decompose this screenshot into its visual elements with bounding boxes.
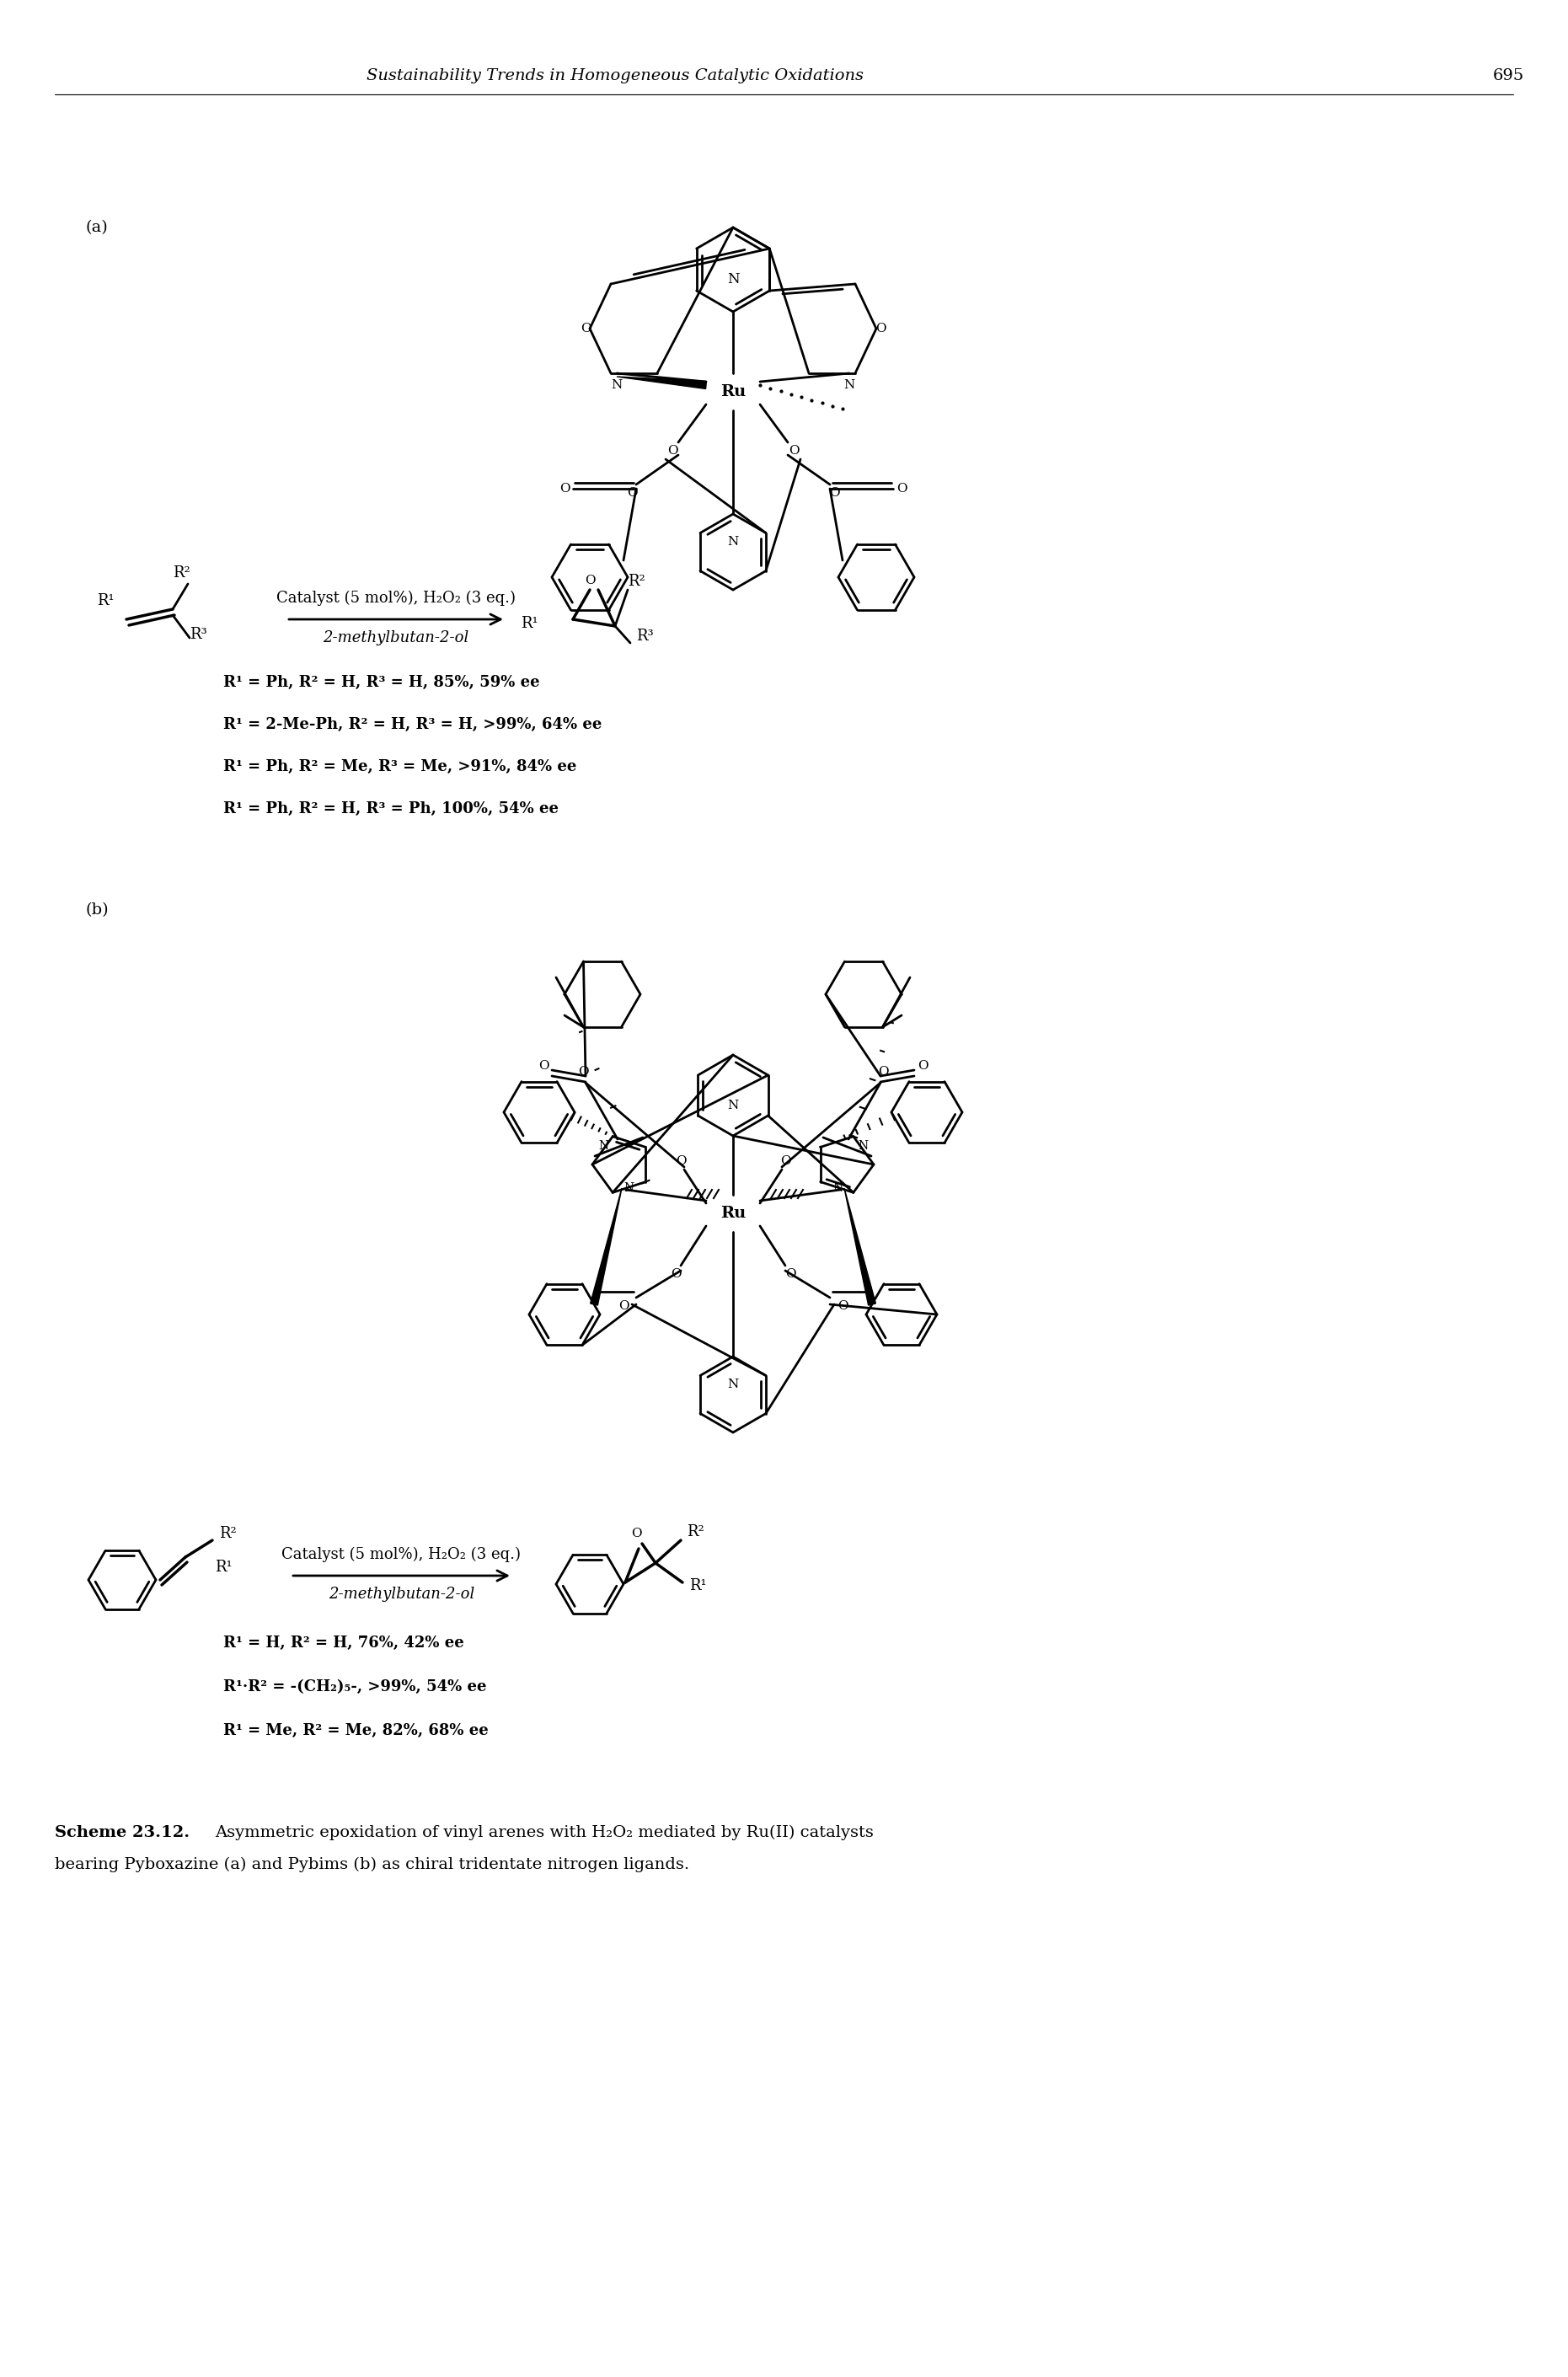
Text: R²: R² — [172, 566, 190, 580]
Text: R²: R² — [220, 1526, 237, 1540]
Text: R¹: R¹ — [215, 1559, 232, 1576]
Text: O: O — [878, 1065, 889, 1077]
Text: 2-methylbutan-2-ol: 2-methylbutan-2-ol — [323, 630, 469, 647]
Text: (a): (a) — [86, 221, 108, 235]
Text: O: O — [779, 1155, 790, 1167]
Text: O: O — [789, 444, 800, 456]
Text: Catalyst (5 mol%), H₂O₂ (3 eq.): Catalyst (5 mol%), H₂O₂ (3 eq.) — [276, 589, 516, 606]
Text: R¹ = 2-Me-Ph, R² = H, R³ = H, >99%, 64% ee: R¹ = 2-Me-Ph, R² = H, R³ = H, >99%, 64% … — [223, 718, 602, 732]
Text: O: O — [917, 1060, 928, 1072]
Text: N: N — [833, 1181, 842, 1193]
Text: Ru: Ru — [720, 385, 746, 399]
Polygon shape — [844, 1188, 877, 1305]
Text: N: N — [597, 1141, 608, 1153]
Text: O: O — [577, 1065, 588, 1077]
Text: N: N — [858, 1141, 867, 1153]
Text: N: N — [728, 273, 739, 288]
Text: O: O — [580, 323, 591, 335]
Text: R²: R² — [627, 573, 644, 589]
Text: R¹ = Ph, R² = H, R³ = Ph, 100%, 54% ee: R¹ = Ph, R² = H, R³ = Ph, 100%, 54% ee — [223, 801, 558, 815]
Text: R¹: R¹ — [97, 594, 114, 609]
Polygon shape — [590, 1188, 622, 1305]
Text: Ru: Ru — [720, 1205, 746, 1222]
Text: R¹: R¹ — [688, 1578, 706, 1593]
Text: O: O — [538, 1060, 549, 1072]
Text: bearing Pyboxazine (a) and Pybims (b) as chiral tridentate nitrogen ligands.: bearing Pyboxazine (a) and Pybims (b) as… — [55, 1856, 690, 1873]
Text: O: O — [676, 1155, 687, 1167]
Text: (b): (b) — [85, 903, 108, 918]
Text: R¹ = Me, R² = Me, 82%, 68% ee: R¹ = Me, R² = Me, 82%, 68% ee — [223, 1723, 489, 1738]
Text: R¹·R² = -(CH₂)₅-, >99%, 54% ee: R¹·R² = -(CH₂)₅-, >99%, 54% ee — [223, 1678, 486, 1695]
Text: R³: R³ — [637, 628, 654, 644]
Text: N: N — [844, 380, 855, 390]
Polygon shape — [616, 376, 707, 390]
Text: Sustainability Trends in Homogeneous Catalytic Oxidations: Sustainability Trends in Homogeneous Cat… — [367, 69, 864, 83]
Text: Asymmetric epoxidation of vinyl arenes with H₂O₂ mediated by Ru(II) catalysts: Asymmetric epoxidation of vinyl arenes w… — [215, 1826, 873, 1840]
Text: R¹ = H, R² = H, 76%, 42% ee: R¹ = H, R² = H, 76%, 42% ee — [223, 1635, 464, 1650]
Text: N: N — [612, 380, 622, 390]
Text: Scheme 23.12.: Scheme 23.12. — [55, 1826, 190, 1840]
Text: 695: 695 — [1493, 69, 1524, 83]
Text: R¹ = Ph, R² = H, R³ = H, 85%, 59% ee: R¹ = Ph, R² = H, R³ = H, 85%, 59% ee — [223, 675, 539, 689]
Text: R¹: R¹ — [521, 616, 538, 632]
Text: N: N — [728, 1379, 739, 1391]
Text: O: O — [671, 1267, 681, 1279]
Text: N: N — [624, 1181, 633, 1193]
Text: N: N — [728, 535, 739, 547]
Text: O: O — [627, 487, 637, 499]
Text: O: O — [585, 575, 596, 587]
Text: O: O — [786, 1267, 795, 1279]
Text: O: O — [666, 444, 677, 456]
Text: R³: R³ — [190, 628, 207, 642]
Text: O: O — [618, 1300, 629, 1312]
Text: O: O — [560, 483, 569, 494]
Text: 2-methylbutan-2-ol: 2-methylbutan-2-ol — [328, 1585, 475, 1602]
Text: R¹ = Ph, R² = Me, R³ = Me, >91%, 84% ee: R¹ = Ph, R² = Me, R³ = Me, >91%, 84% ee — [223, 758, 577, 775]
Text: N: N — [728, 1101, 739, 1112]
Text: O: O — [829, 487, 839, 499]
Text: Catalyst (5 mol%), H₂O₂ (3 eq.): Catalyst (5 mol%), H₂O₂ (3 eq.) — [282, 1547, 521, 1562]
Text: O: O — [897, 483, 906, 494]
Text: O: O — [875, 323, 886, 335]
Text: R²: R² — [687, 1524, 704, 1540]
Text: O: O — [837, 1300, 848, 1312]
Text: O: O — [630, 1528, 641, 1540]
